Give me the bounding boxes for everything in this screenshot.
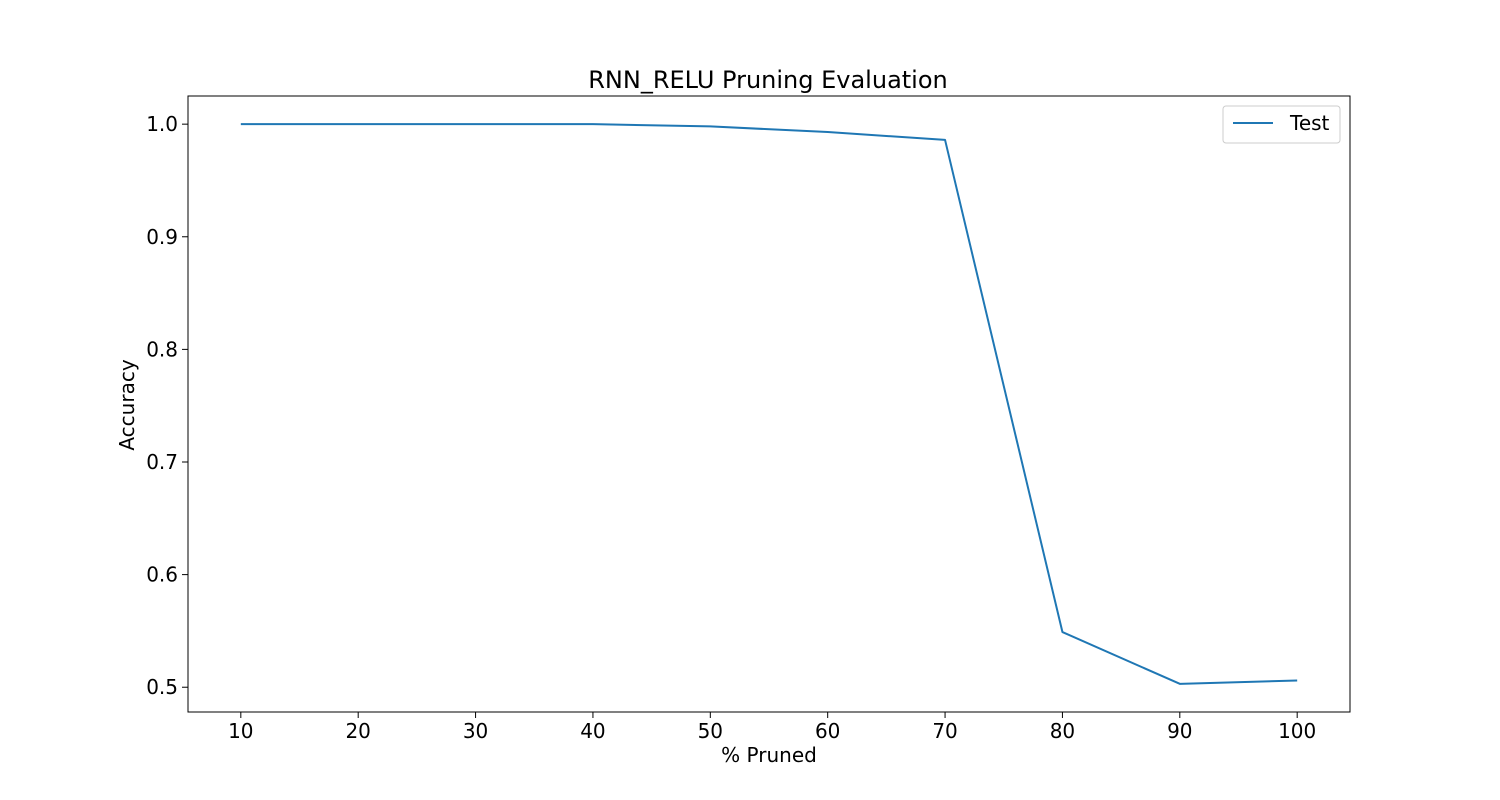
x-tick-label: 40 bbox=[580, 719, 605, 743]
x-tick-label: 70 bbox=[932, 719, 957, 743]
x-tick-label: 10 bbox=[228, 719, 253, 743]
plot-frame bbox=[187, 95, 1351, 713]
y-tick-label: 0.9 bbox=[146, 225, 178, 249]
y-tick-label: 0.7 bbox=[146, 450, 178, 474]
x-tick-label: 80 bbox=[1050, 719, 1075, 743]
x-tick-label: 50 bbox=[698, 719, 723, 743]
x-tick-label: 30 bbox=[463, 719, 488, 743]
series-line-test bbox=[240, 123, 1298, 685]
y-tick-label: 0.5 bbox=[146, 675, 178, 699]
x-tick-label: 60 bbox=[815, 719, 840, 743]
legend: Test bbox=[1222, 105, 1341, 144]
plot-area bbox=[240, 123, 1298, 685]
legend-box bbox=[1222, 105, 1341, 144]
x-tick-label: 100 bbox=[1278, 719, 1316, 743]
x-axis: 10 20 30 40 50 60 70 80 90 100 bbox=[228, 712, 1316, 743]
y-tick-label: 1.0 bbox=[146, 112, 178, 136]
x-axis-title: % Pruned bbox=[721, 743, 817, 767]
x-tick-label: 20 bbox=[345, 719, 370, 743]
y-tick-label: 0.6 bbox=[146, 563, 178, 587]
y-tick-label: 0.8 bbox=[146, 337, 178, 361]
x-tick-label: 90 bbox=[1167, 719, 1192, 743]
legend-label-test: Test bbox=[1289, 111, 1330, 135]
y-axis: 0.5 0.6 0.7 0.8 0.9 1.0 bbox=[146, 112, 188, 699]
chart-title: RNN_RELU Pruning Evaluation bbox=[588, 66, 948, 94]
y-axis-title: Accuracy bbox=[115, 359, 139, 450]
